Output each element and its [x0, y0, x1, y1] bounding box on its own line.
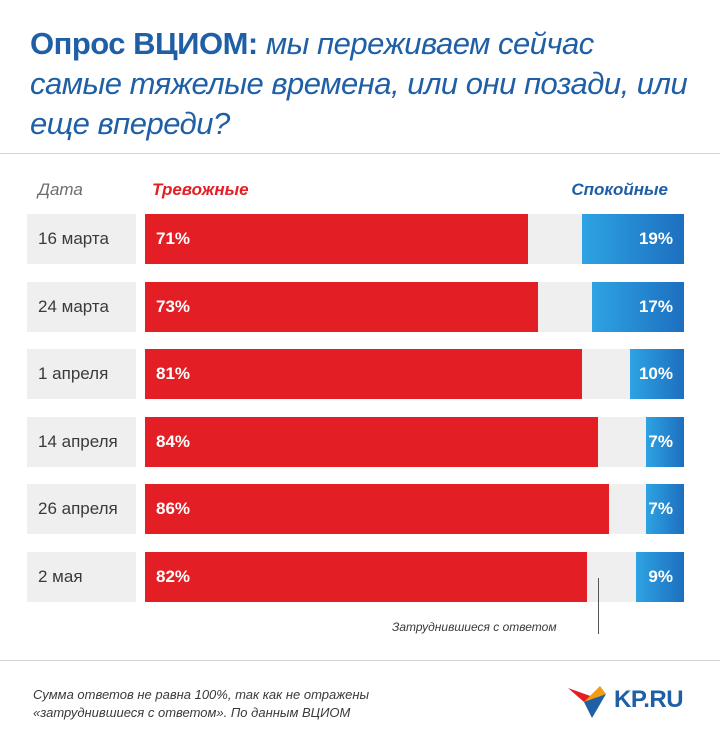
bar-row: 14 апреля 84% 7%	[0, 416, 720, 467]
bar-calm	[592, 281, 684, 332]
row-date: 26 апреля	[27, 484, 136, 534]
bar-calm	[635, 551, 684, 602]
label-anxious: 86%	[156, 499, 191, 518]
row-date: 1 апреля	[27, 349, 136, 399]
bottom-divider	[0, 660, 720, 661]
row-date: 2 мая	[27, 551, 136, 602]
kp-bird-icon	[568, 686, 606, 718]
chart-title: Опрос ВЦИОМ: мы переживаем сейчас самые …	[30, 24, 690, 144]
bar-track: 86% 7%	[145, 484, 684, 534]
note-pointer-line	[598, 578, 599, 634]
title-question: мы переживаем сейчас самые тяжелые време…	[30, 26, 688, 141]
bar-row: 1 апреля 81% 10%	[0, 349, 720, 399]
label-anxious: 82%	[156, 566, 191, 586]
bar-track: 84% 7%	[145, 416, 684, 467]
bar-anxious	[145, 484, 609, 534]
kp-logo-text: KP.RU	[614, 686, 684, 713]
footnote: Сумма ответов не равна 100%, так как не …	[33, 686, 453, 722]
bar-anxious	[145, 416, 598, 467]
bar-anxious	[145, 214, 528, 264]
label-calm: 19%	[638, 229, 673, 248]
label-calm: 7%	[648, 431, 673, 451]
title-lead: Опрос ВЦИОМ:	[30, 26, 258, 61]
footnote-line-1: Сумма ответов не равна 100%, так как не …	[33, 687, 370, 702]
label-calm: 9%	[648, 566, 673, 586]
footnote-line-2: «затруднившиеся с ответом». По данным ВЦ…	[33, 705, 351, 720]
bar-calm	[630, 349, 684, 399]
legend-anxious: Тревожные	[152, 180, 249, 199]
bar-track: 82% 9%	[145, 551, 684, 602]
label-anxious: 81%	[156, 364, 191, 383]
legend-calm: Спокойные	[571, 180, 668, 199]
bar-track: 81% 10%	[145, 349, 684, 399]
bar-calm	[646, 416, 684, 467]
bar-row: 24 марта 73% 17%	[0, 281, 720, 332]
label-calm: 7%	[648, 499, 673, 518]
bar-calm	[646, 484, 684, 534]
row-date: 24 марта	[27, 281, 136, 332]
bar-calm	[581, 214, 684, 264]
label-anxious: 84%	[156, 431, 191, 451]
row-date: 14 апреля	[27, 416, 136, 467]
bar-anxious	[145, 551, 587, 602]
label-calm: 10%	[638, 364, 673, 383]
top-divider	[0, 153, 720, 154]
bar-track: 73% 17%	[145, 281, 684, 332]
bar-row: 16 марта 71% 19%	[0, 214, 720, 264]
bar-row: 2 мая 82% 9%	[0, 551, 720, 602]
bar-track: 71% 19%	[145, 214, 684, 264]
label-calm: 17%	[638, 296, 673, 316]
label-anxious: 71%	[156, 229, 191, 248]
header-date: Дата	[38, 180, 83, 199]
bar-row: 26 апреля 86% 7%	[0, 484, 720, 534]
kp-logo: KP.RU	[566, 680, 696, 720]
row-date: 16 марта	[27, 214, 136, 264]
bar-anxious	[145, 281, 539, 332]
undecided-note: Затруднившиеся с ответом	[392, 620, 557, 634]
bar-anxious	[145, 349, 582, 399]
label-anxious: 73%	[156, 296, 191, 316]
